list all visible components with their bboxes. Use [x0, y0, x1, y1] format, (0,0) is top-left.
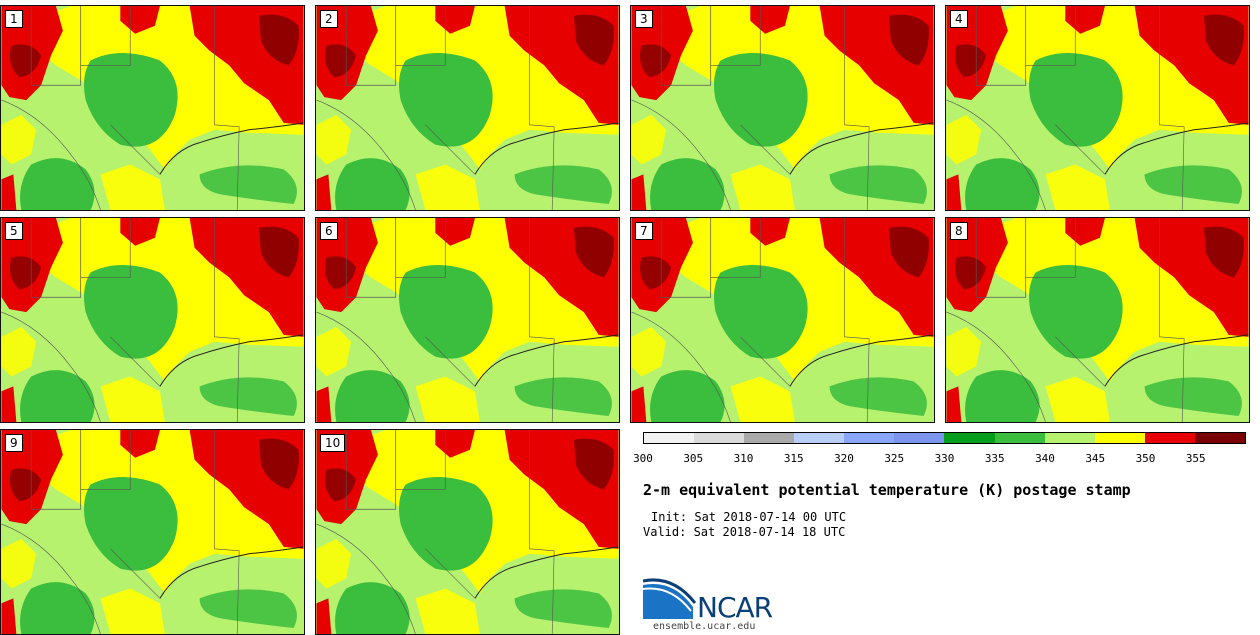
colorbar-tick-label: 305 — [683, 452, 704, 465]
member-number: 6 — [320, 222, 338, 240]
colorbar-segment — [844, 433, 895, 443]
member-number: 8 — [950, 222, 968, 240]
member-panel: 2 — [315, 5, 620, 211]
member-number: 3 — [635, 10, 653, 28]
member-number: 10 — [320, 434, 346, 452]
colorbar-segment — [894, 433, 945, 443]
init-time: Init: Sat 2018-07-14 00 UTC — [651, 510, 847, 524]
ncar-logo-icon — [643, 578, 697, 619]
member-panel: 9 — [0, 429, 305, 635]
site-url: ensemble.ucar.edu — [653, 621, 756, 632]
member-map — [1, 430, 304, 634]
colorbar-tick-label: 350 — [1135, 452, 1156, 465]
member-map — [316, 6, 619, 210]
member-panel: 4 — [945, 5, 1250, 211]
colorbar-tick-label: 320 — [834, 452, 854, 465]
colorbar-segment — [644, 433, 695, 443]
colorbar-segment — [944, 433, 995, 443]
member-map — [946, 6, 1249, 210]
member-panel: 7 — [630, 217, 935, 423]
colorbar-tick-label: 300 — [633, 452, 653, 465]
logo-text: NCAR — [697, 591, 773, 624]
member-map — [1, 218, 304, 422]
member-number: 2 — [320, 10, 338, 28]
member-panel: 6 — [315, 217, 620, 423]
member-panel: 10 — [315, 429, 620, 635]
member-map — [1, 6, 304, 210]
colorbar-segment — [694, 433, 745, 443]
member-map — [316, 218, 619, 422]
colorbar-segment — [1044, 433, 1095, 443]
member-map — [631, 218, 934, 422]
member-number: 1 — [5, 10, 23, 28]
colorbar-tick-label: 335 — [984, 452, 1005, 465]
colorbar-tick-label: 340 — [1035, 452, 1055, 465]
colorbar-segment — [1144, 433, 1195, 443]
colorbar-tick-label: 355 — [1185, 452, 1206, 465]
member-number: 4 — [950, 10, 968, 28]
colorbar-tick-label: 325 — [884, 452, 905, 465]
colorbar-tick-label: 315 — [783, 452, 804, 465]
valid-time: Valid: Sat 2018-07-14 18 UTC — [643, 525, 846, 539]
colorbar-segment — [744, 433, 795, 443]
colorbar-tick-label: 330 — [934, 452, 955, 465]
colorbar-tick-label: 310 — [733, 452, 754, 465]
member-map — [631, 6, 934, 210]
colorbar-segment — [1194, 433, 1245, 443]
colorbar — [643, 432, 1246, 444]
member-panel: 5 — [0, 217, 305, 423]
member-number: 5 — [5, 222, 23, 240]
member-panel: 8 — [945, 217, 1250, 423]
member-panel: 1 — [0, 5, 305, 211]
member-map — [946, 218, 1249, 422]
member-map — [316, 430, 619, 634]
member-number: 9 — [5, 434, 23, 452]
member-number: 7 — [635, 222, 653, 240]
colorbar-segment — [794, 433, 845, 443]
colorbar-segment — [1094, 433, 1145, 443]
colorbar-tick-label: 345 — [1085, 452, 1106, 465]
colorbar-segment — [994, 433, 1045, 443]
plot-title: 2-m equivalent potential temperature (K)… — [643, 481, 1131, 499]
member-panel: 3 — [630, 5, 935, 211]
